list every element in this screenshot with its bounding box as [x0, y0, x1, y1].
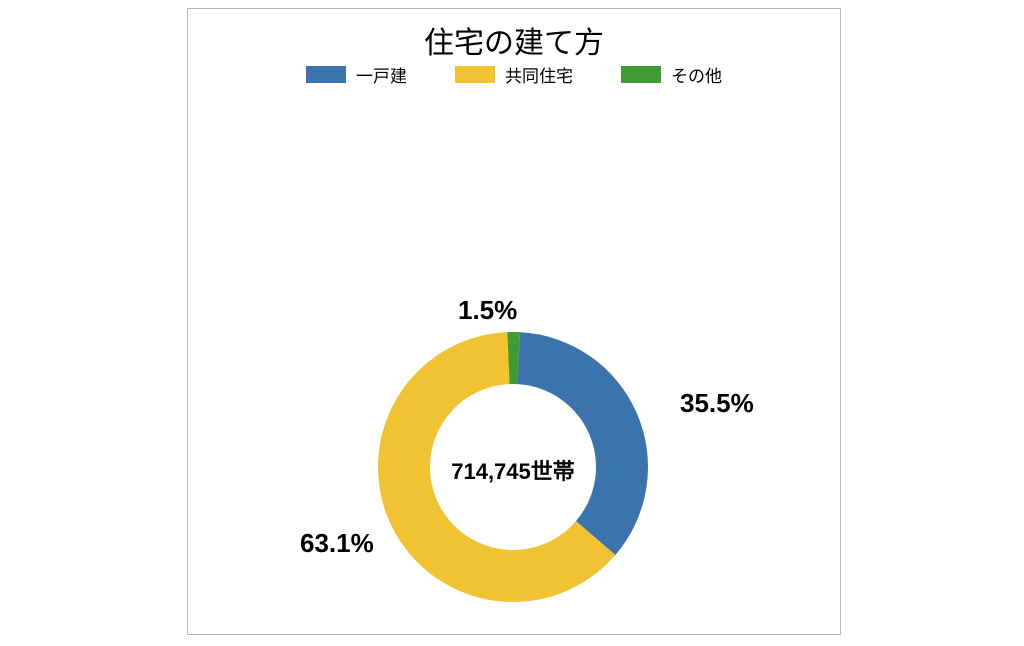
data-label: 63.1%	[300, 528, 374, 559]
donut-center-label: 714,745世帯	[430, 454, 596, 486]
data-label: 1.5%	[458, 295, 517, 326]
donut-slice	[517, 332, 648, 555]
data-label: 35.5%	[680, 388, 754, 419]
